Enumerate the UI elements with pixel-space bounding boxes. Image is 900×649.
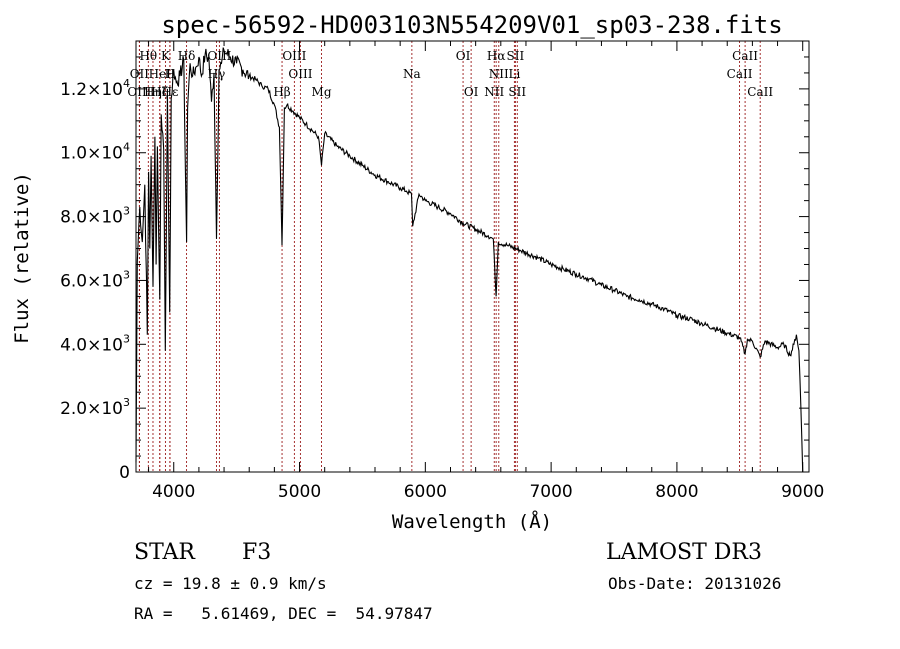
y-tick-label-6: 1.2×104 [60,77,130,100]
y-axis-label: Flux (relative) [11,172,33,344]
reference-lines [138,41,761,472]
reference-line-label-6: H [165,67,175,81]
reference-line-label-27: CaII [747,85,773,99]
reference-line-label-3: K [161,49,171,63]
object-subclass-label: F3 [242,540,272,565]
reference-line-label-20: SII [507,49,525,63]
reference-line-label-0: Hθ [139,49,157,63]
reference-line-label-10: OIII [207,49,231,63]
reference-line-label-15: Mg [312,85,332,99]
x-tick-label-5: 9000 [781,482,824,502]
y-tick-mantissa-4: 8.0×10 [60,208,123,228]
y-tick-mantissa-2: 4.0×10 [60,335,123,355]
y-tick-mantissa-0: 0 [119,463,130,483]
y-tick-mantissa-1: 2.0×10 [60,399,123,419]
reference-line-label-1: OII [130,67,150,81]
reference-line-label-22: Li [508,67,520,81]
x-tick-label-2: 6000 [404,482,447,502]
reference-line-label-23: NII [484,85,504,99]
survey-label: LAMOST DR3 [606,540,762,565]
reference-line-label-12: OIII [282,49,306,63]
reference-line-label-18: OI [464,85,479,99]
y-tick-exponent-4: 3 [123,205,130,218]
reference-line-label-2: OIII [127,85,151,99]
y-tick-label-2: 4.0×103 [60,332,130,355]
y-tick-exponent-1: 3 [123,396,130,409]
y-tick-exponent-5: 4 [123,141,130,154]
obs-date-readout: Obs-Date: 20131026 [608,574,782,593]
x-tick-label-1: 5000 [278,482,321,502]
x-tick-label-4: 8000 [655,482,698,502]
y-tick-label-1: 2.0×103 [60,396,130,419]
coordinates-readout: RA = 5.61469, DEC = 54.97847 [134,604,433,623]
reference-line-label-19: Hα [487,49,506,63]
y-tick-exponent-3: 3 [123,268,130,281]
reference-line-label-4: HeI [149,67,172,81]
reference-line-label-9: Hδ [178,49,196,63]
y-tick-mantissa-6: 1.2×10 [60,80,123,100]
x-tick-label-0: 4000 [152,482,195,502]
reference-line-label-5: Hη [144,85,162,99]
reference-line-label-25: CaII [732,49,758,63]
y-tick-exponent-2: 3 [123,332,130,345]
flux-series-line [135,47,804,473]
reference-line-label-17: OI [456,49,471,63]
reference-line-label-26: CaII [727,67,753,81]
y-tick-label-3: 6.0×103 [60,268,130,291]
reference-line-label-11: Hγ [208,67,226,81]
object-class-label: STAR [134,540,195,565]
plot-frame [135,40,810,473]
reference-line-label-24: SII [508,85,526,99]
reference-line-label-8: Hε [162,85,179,99]
x-axis-label: Wavelength (Å) [392,510,552,533]
reference-line-label-21: NII [489,67,509,81]
y-tick-exponent-6: 4 [123,77,130,90]
redshift-readout: cz = 19.8 ± 0.9 km/s [134,574,327,593]
reference-line-label-13: OIII [288,67,312,81]
reference-line-label-16: Na [403,67,421,81]
y-tick-label-4: 8.0×103 [60,205,130,228]
y-tick-mantissa-5: 1.0×10 [60,144,123,164]
y-tick-label-0: 0 [119,463,130,483]
y-tick-label-5: 1.0×104 [60,141,130,164]
reference-line-label-7: Hζ [151,85,168,99]
y-tick-mantissa-3: 6.0×10 [60,271,123,291]
chart-title: spec-56592-HD003103N554209V01_sp03-238.f… [161,11,782,39]
x-tick-label-3: 7000 [529,482,572,502]
axis-ticks: 4000 5000 6000 7000 8000 900002.0×1034.0×1036… [60,41,824,502]
reference-line-label-14: Hβ [273,85,290,99]
